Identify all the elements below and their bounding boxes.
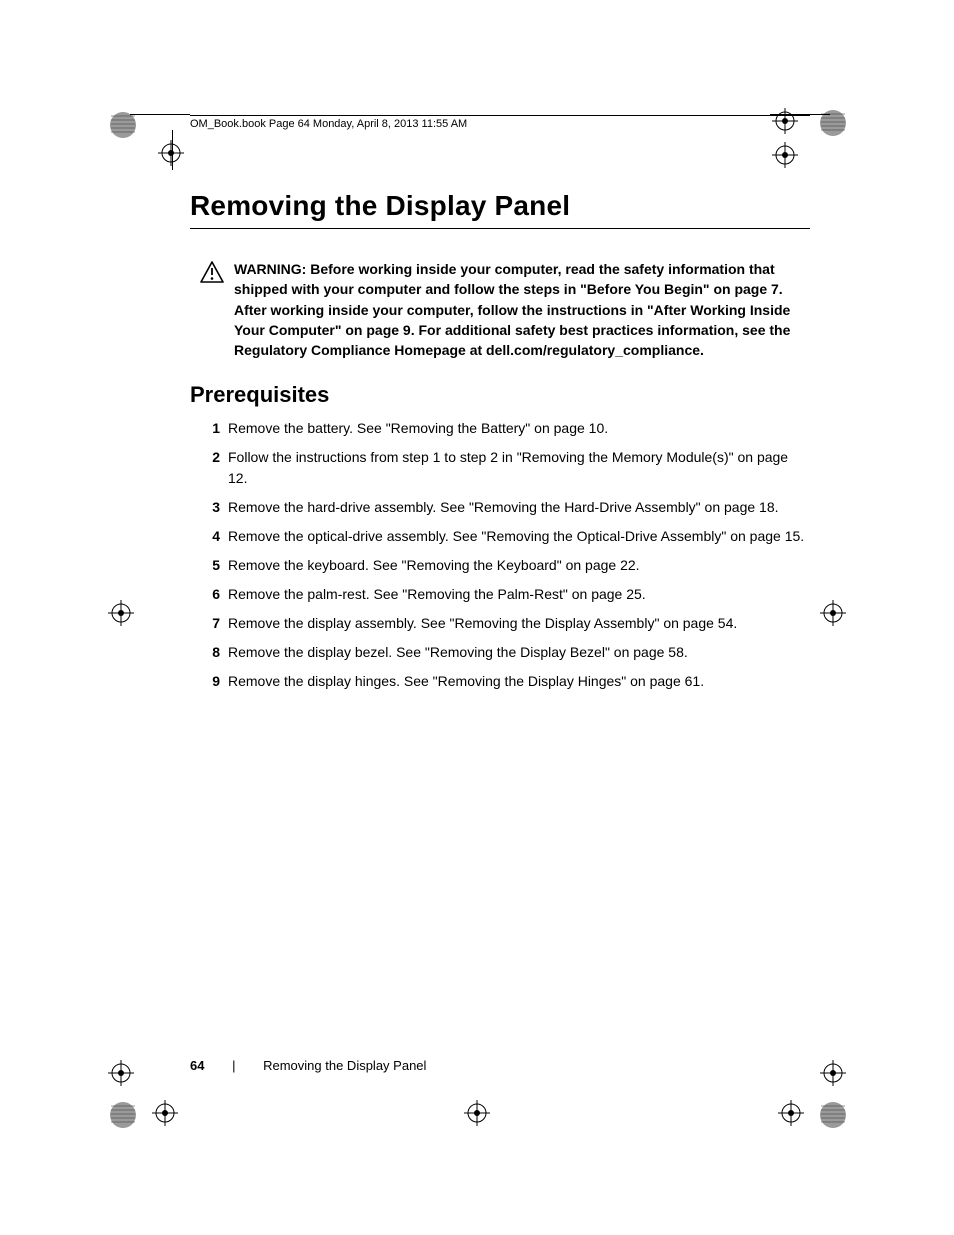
warning-block: WARNING: Before working inside your comp… xyxy=(200,259,810,360)
warning-triangle-icon xyxy=(200,261,224,288)
footer-separator: | xyxy=(232,1058,235,1073)
registration-mark-icon xyxy=(158,140,184,166)
page-title: Removing the Display Panel xyxy=(190,190,810,222)
title-rule xyxy=(190,228,810,229)
crop-ornament xyxy=(108,1100,138,1130)
footer-section: Removing the Display Panel xyxy=(263,1058,426,1073)
crop-line xyxy=(130,114,190,115)
registration-mark-icon xyxy=(820,1060,846,1086)
list-item: Follow the instructions from step 1 to s… xyxy=(200,447,810,489)
list-item: Remove the palm-rest. See "Removing the … xyxy=(200,584,810,605)
warning-text: WARNING: Before working inside your comp… xyxy=(234,259,810,360)
prerequisites-list: Remove the battery. See "Removing the Ba… xyxy=(200,418,810,692)
warning-body: Before working inside your computer, rea… xyxy=(234,261,790,358)
list-item: Remove the optical-drive assembly. See "… xyxy=(200,526,810,547)
crop-ornament xyxy=(818,108,848,138)
list-item: Remove the battery. See "Removing the Ba… xyxy=(200,418,810,439)
registration-mark-icon xyxy=(464,1100,490,1126)
section-heading-prerequisites: Prerequisites xyxy=(190,382,810,408)
page-number: 64 xyxy=(190,1058,204,1073)
registration-mark-icon xyxy=(820,600,846,626)
registration-mark-icon xyxy=(108,600,134,626)
header-meta: OM_Book.book Page 64 Monday, April 8, 20… xyxy=(190,115,810,130)
registration-mark-icon xyxy=(108,1060,134,1086)
list-item: Remove the hard-drive assembly. See "Rem… xyxy=(200,497,810,518)
list-item: Remove the display bezel. See "Removing … xyxy=(200,642,810,663)
list-item: Remove the display hinges. See "Removing… xyxy=(200,671,810,692)
list-item: Remove the display assembly. See "Removi… xyxy=(200,613,810,634)
list-item: Remove the keyboard. See "Removing the K… xyxy=(200,555,810,576)
registration-mark-icon xyxy=(152,1100,178,1126)
registration-mark-icon xyxy=(778,1100,804,1126)
warning-label: WARNING: xyxy=(234,261,310,277)
page-content: OM_Book.book Page 64 Monday, April 8, 20… xyxy=(190,115,810,700)
crop-line xyxy=(172,130,173,170)
crop-ornament xyxy=(818,1100,848,1130)
page-footer: 64 | Removing the Display Panel xyxy=(190,1058,426,1073)
